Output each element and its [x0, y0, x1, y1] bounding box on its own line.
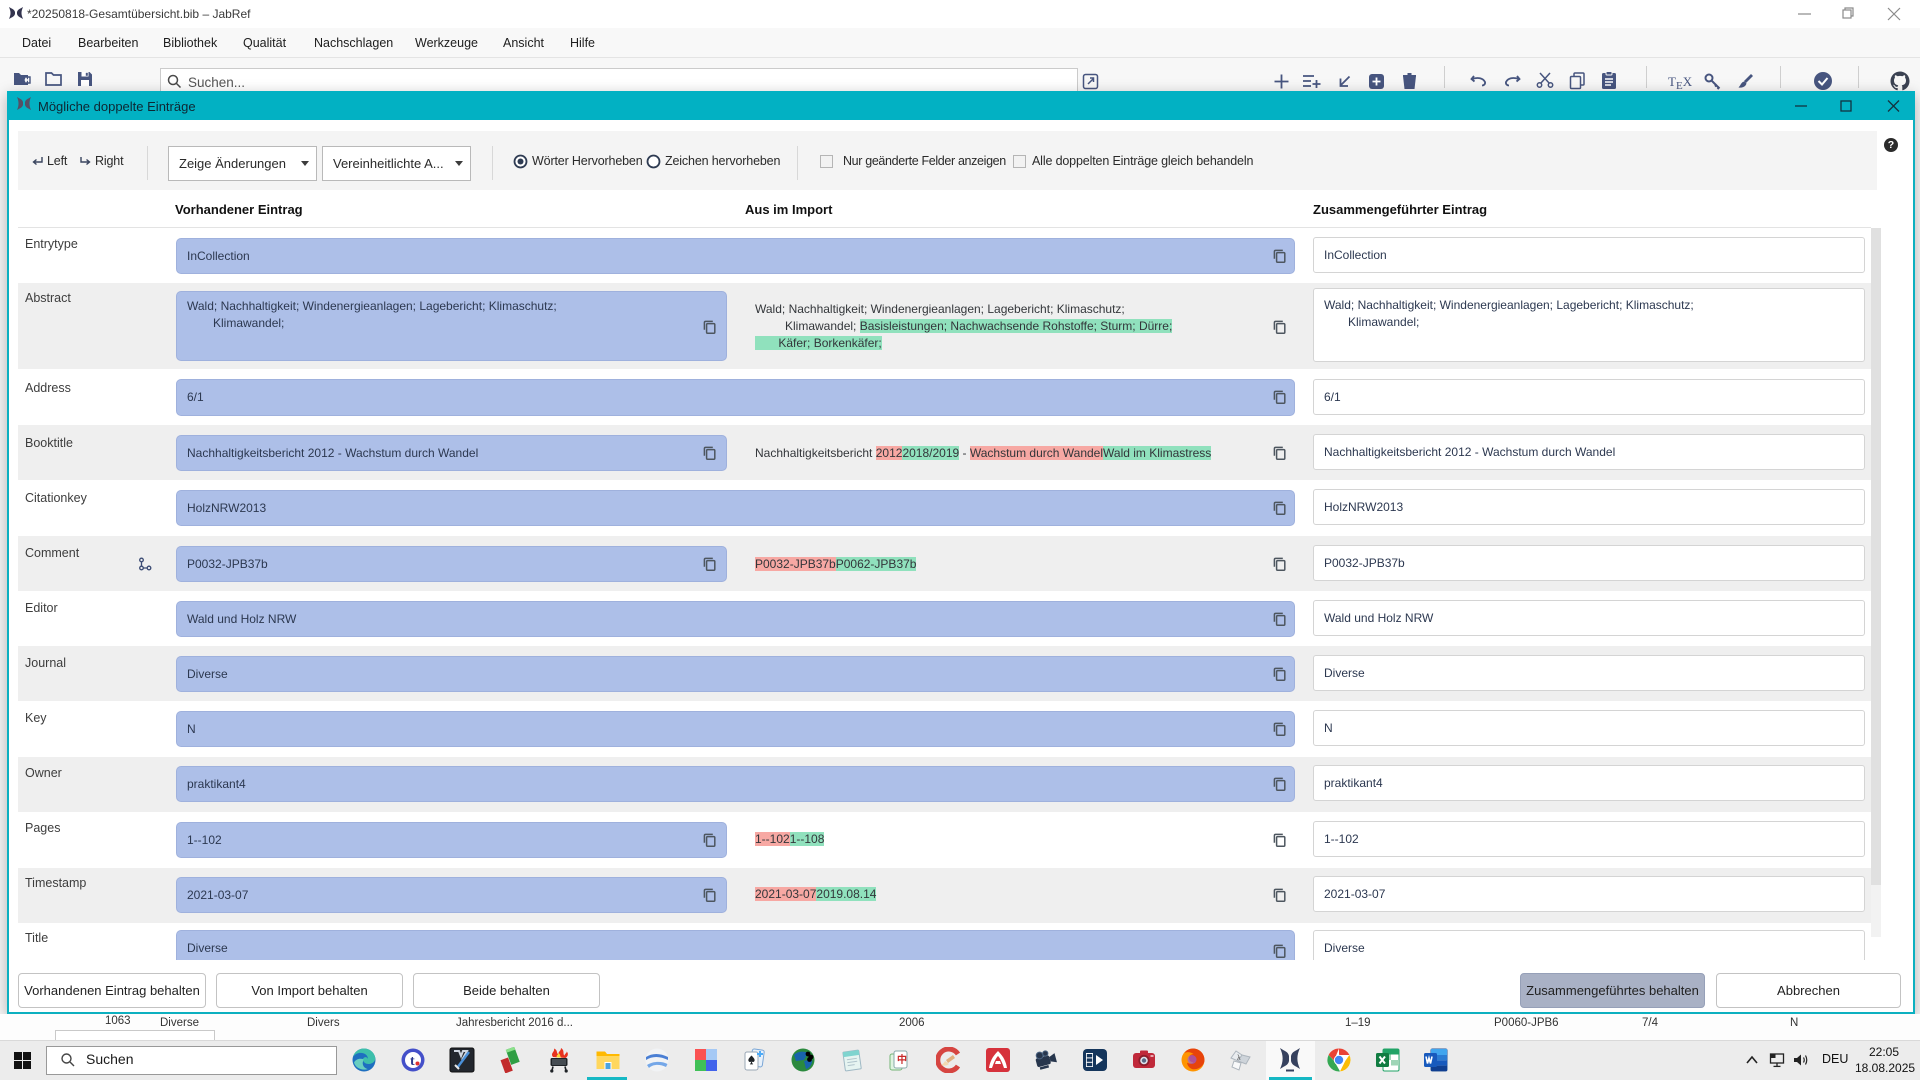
svg-text:λ: λ [1237, 1055, 1241, 1062]
svg-text:中: 中 [897, 1053, 907, 1066]
svg-text:t: t [410, 1054, 415, 1069]
